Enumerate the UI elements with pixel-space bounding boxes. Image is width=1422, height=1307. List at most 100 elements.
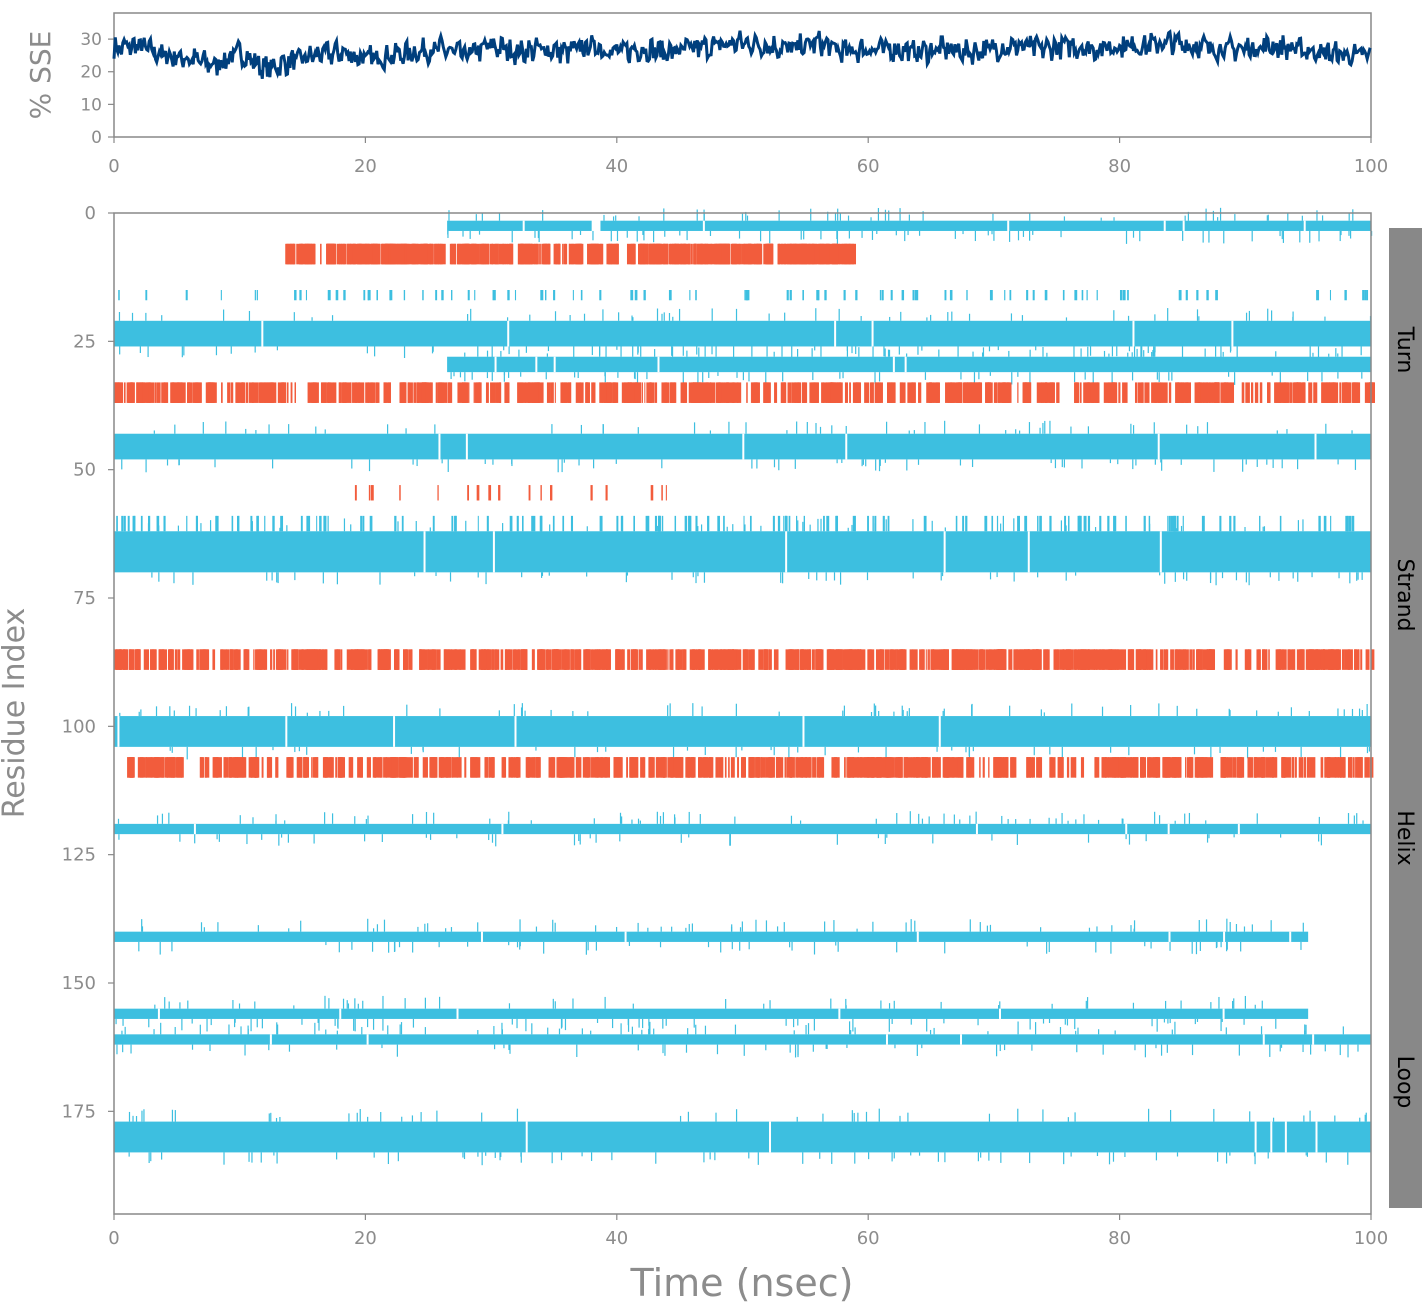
strand-fringe-tick [485, 572, 487, 585]
strand-fringe-tick [328, 710, 330, 717]
helix-tick [280, 382, 285, 403]
helix-tick [1153, 757, 1158, 778]
strand-fringe-tick [980, 1152, 982, 1158]
helix-tick [1292, 382, 1295, 403]
strand-fringe-tick [1217, 217, 1219, 221]
strand-fringe-tick [1304, 1024, 1306, 1035]
strand-fringe-tick [587, 941, 589, 951]
helix-tick [1300, 649, 1305, 670]
strand-fringe-tick [661, 459, 663, 469]
strand-tick [966, 290, 968, 301]
strand-break [975, 823, 978, 835]
sse-y-tick-label: 20 [80, 63, 102, 83]
strand-fringe-tick [541, 572, 543, 578]
helix-tick [1178, 649, 1182, 670]
helix-tick [575, 757, 582, 778]
helix-tick [317, 649, 321, 670]
helix-tick [559, 649, 562, 670]
strand-fringe-tick [685, 927, 687, 932]
strand-fringe-tick [709, 1152, 711, 1160]
helix-tick [858, 757, 863, 778]
strand-fringe-tick [494, 1152, 496, 1158]
strand-fringe-tick [615, 215, 617, 221]
helix-tick [1229, 382, 1232, 403]
strand-fringe-tick [975, 811, 977, 824]
strand-tick [541, 515, 543, 532]
strand-fringe-tick [625, 572, 627, 583]
helix-tick [223, 757, 229, 778]
helix-tick [398, 757, 402, 778]
helix-tick [1322, 649, 1325, 670]
strand-fringe-tick [161, 315, 163, 321]
strand-fringe-tick [337, 1018, 339, 1028]
strand-fringe-tick [500, 350, 502, 357]
helix-tick [910, 382, 915, 403]
strand-fringe-tick [1029, 1018, 1031, 1030]
strand-fringe-tick [1094, 527, 1097, 532]
helix-tick [355, 382, 361, 403]
strand-break [193, 823, 196, 835]
strand-fringe-tick [290, 703, 293, 717]
strand-tick [803, 515, 806, 532]
strand-fringe-tick [736, 372, 738, 378]
strand-fringe-tick [726, 526, 728, 532]
helix-tick [502, 243, 507, 265]
strand-break [393, 716, 396, 747]
helix-tick [1102, 649, 1105, 670]
strand-fringe-tick [1016, 834, 1018, 845]
helix-tick [968, 649, 972, 670]
strand-fringe-tick [463, 1152, 466, 1160]
helix-tick [814, 649, 816, 670]
strand-fringe-tick [981, 352, 984, 357]
helix-tick [335, 649, 341, 670]
strand-fringe-tick [1187, 211, 1189, 221]
helix-tick [1070, 757, 1076, 778]
helix-tick [1370, 649, 1375, 670]
strand-fringe-tick [1127, 315, 1130, 321]
strand-segment [114, 931, 1309, 942]
helix-tick [1328, 757, 1335, 778]
strand-fringe-tick [1122, 818, 1124, 824]
strand-tick [335, 290, 339, 301]
strand-fringe-tick [503, 372, 506, 376]
helix-tick [1302, 757, 1304, 778]
helix-tick [346, 243, 352, 265]
helix-tick [791, 382, 797, 403]
helix-tick [745, 649, 749, 670]
strand-fringe-tick [1269, 1044, 1271, 1057]
strand-band [114, 703, 1371, 760]
strand-fringe-tick [778, 459, 780, 471]
strand-fringe-tick [1158, 703, 1160, 717]
helix-tick [1235, 649, 1238, 670]
helix-tick [324, 649, 328, 670]
strand-fringe-tick [1061, 459, 1063, 468]
strand-fringe-tick [508, 346, 510, 355]
helix-tick [491, 243, 497, 265]
sse-x-tick-label: 100 [1354, 156, 1388, 177]
strand-fringe-tick [1238, 1044, 1240, 1056]
helix-tick [413, 757, 415, 778]
strand-fringe-tick [926, 1018, 928, 1032]
strand-fringe-tick [1033, 746, 1035, 756]
strand-fringe-tick [782, 372, 784, 382]
strand-fringe-tick [521, 572, 523, 578]
helix-tick [1324, 757, 1326, 778]
helix-tick [1196, 649, 1199, 670]
helix-tick [177, 649, 181, 670]
helix-tick [748, 649, 754, 670]
helix-tick [558, 757, 562, 778]
helix-tick [660, 243, 666, 265]
helix-tick [338, 243, 340, 265]
helix-tick [1136, 649, 1142, 670]
strand-fringe-tick [796, 421, 798, 434]
strand-fringe-tick [467, 941, 469, 947]
strand-fringe-tick [237, 524, 240, 532]
strand-fringe-tick [1034, 1022, 1037, 1035]
helix-tick [708, 649, 711, 670]
strand-fringe-tick [998, 1005, 1000, 1009]
strand-fringe-tick [784, 312, 786, 321]
helix-tick [796, 757, 801, 778]
helix-tick [630, 382, 635, 403]
helix-tick [812, 757, 817, 778]
helix-tick [128, 649, 135, 670]
